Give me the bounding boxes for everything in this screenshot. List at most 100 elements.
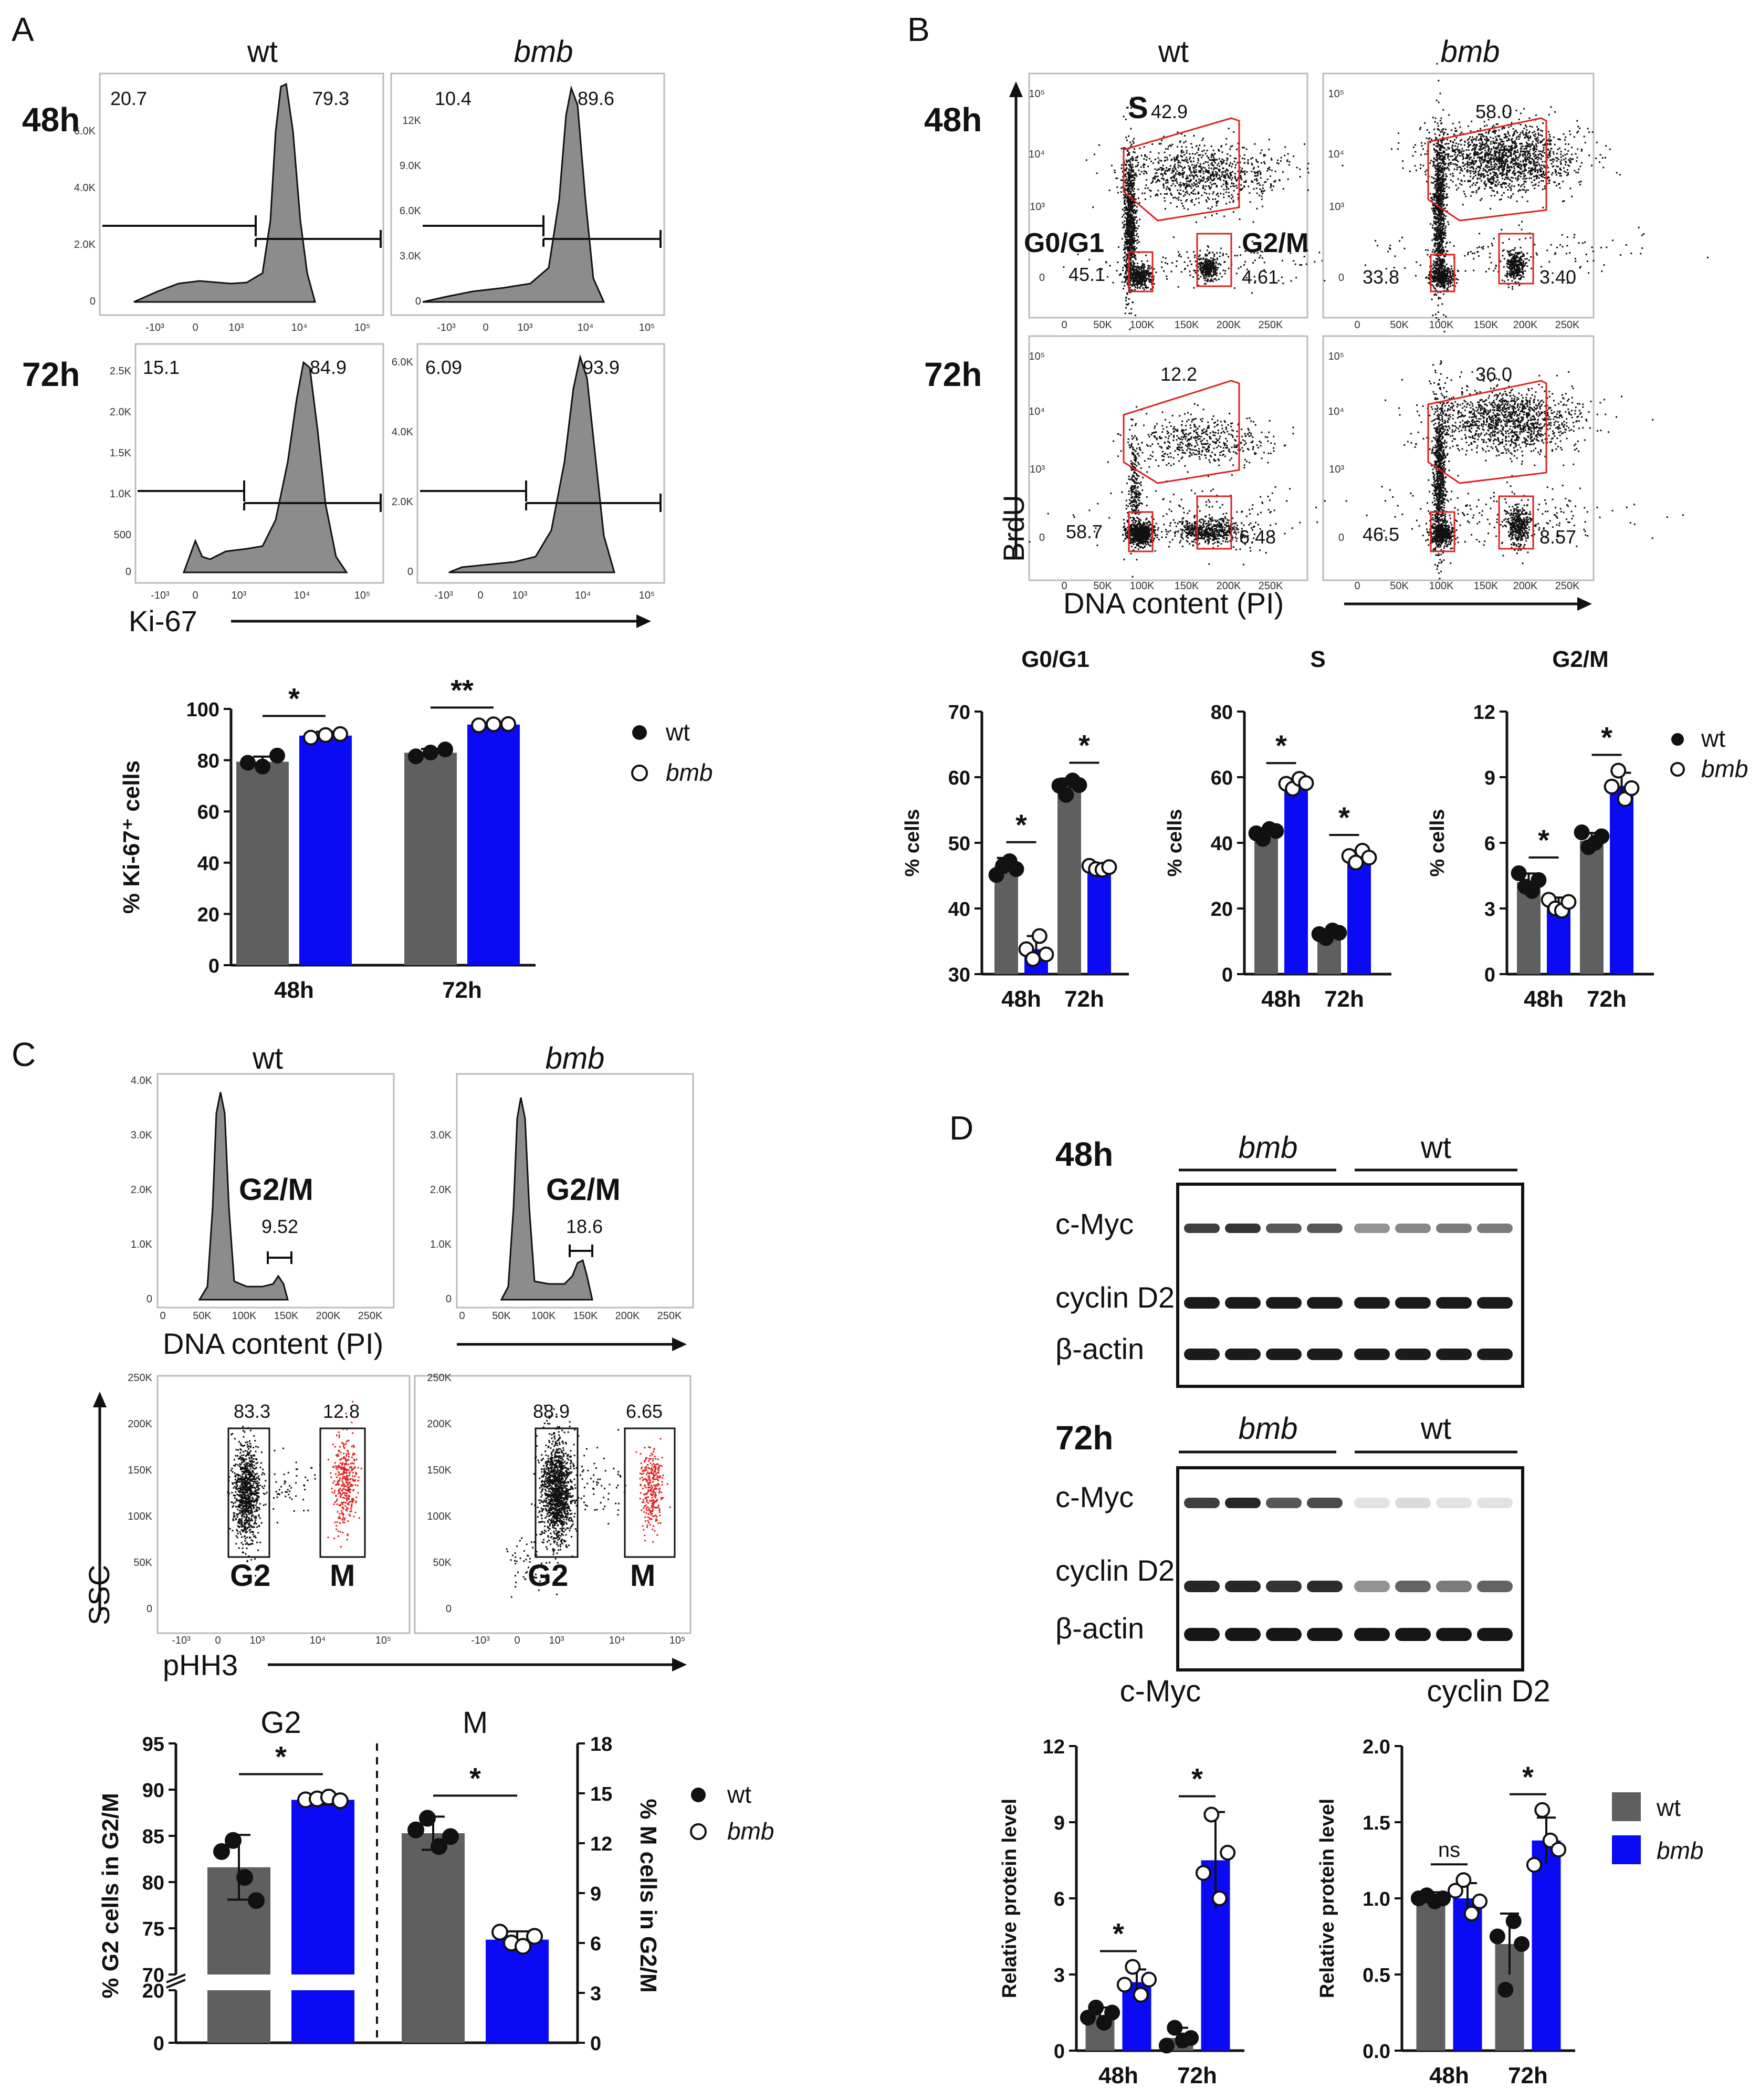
gate-label-g2m: G2/M (1242, 228, 1308, 258)
bands-actin (1184, 1349, 1513, 1360)
x-tick: 10³ (250, 1635, 265, 1646)
point-bmb (303, 729, 319, 746)
blot-band (1477, 1297, 1513, 1309)
blot-band (1436, 1628, 1472, 1641)
gate-s (1123, 380, 1240, 484)
x-tick: 250K (1259, 580, 1283, 592)
point-bmb (471, 717, 487, 734)
x-tick-label: 48h (1429, 2063, 1469, 2088)
point-bmb (1560, 894, 1577, 910)
legend-marker-bmb (690, 1823, 707, 1840)
x-tick: -10³ (151, 590, 170, 601)
x-tick: 0 (1354, 319, 1360, 331)
y-tick-label: 85 (142, 1826, 164, 1848)
point-bmb (1031, 928, 1047, 944)
y-tick-label: 1.0 (1363, 1888, 1390, 1910)
gate-g1 (1128, 511, 1154, 552)
scatter-wt-72h: 12.2 58.7 6.48 (1028, 335, 1418, 581)
bar-bmb (1453, 1898, 1482, 2051)
point-wt (407, 1821, 424, 1838)
cloud (327, 1401, 362, 1548)
x-tick: 10⁵ (354, 322, 371, 333)
y-tick: 3.0K (430, 1130, 452, 1141)
x-tick: 0 (192, 322, 198, 333)
y-tick-label: 0 (208, 955, 219, 977)
x-tick: 0 (192, 590, 198, 601)
x-tick-label: 48h (1001, 986, 1041, 1012)
x-tick: 100K (232, 1310, 257, 1322)
cloud (1122, 517, 1163, 552)
g1-value: 58.7 (1066, 521, 1103, 542)
histogram-bmb-48h: 10.4 89.6 0 3.0K 6.0K 9.0K 12K -10³ 0 10… (390, 72, 665, 333)
y-tick: 0 (1039, 272, 1045, 284)
y-tick: 10⁴ (1029, 149, 1045, 160)
cloud (1425, 262, 1459, 292)
y-tick-label: 30 (948, 964, 970, 986)
x-tick: -10³ (172, 1635, 191, 1646)
x-tick: 10⁴ (609, 1635, 625, 1646)
y-tick: 6.0K (392, 357, 414, 368)
gate-g2 (1498, 495, 1534, 550)
significance-label: * (1538, 823, 1549, 856)
y-tick-label: 3 (1484, 898, 1495, 921)
gate-s (1123, 117, 1240, 222)
x-tick: 10⁵ (639, 322, 655, 333)
point-bmb (1463, 1906, 1480, 1921)
x-tick: 50K (1093, 319, 1112, 331)
x-tick: 250K (1555, 580, 1580, 592)
brdu-axis-label: BrdU (997, 495, 1030, 562)
y-tick: 1.5K (110, 447, 132, 459)
point-bmb (1220, 1845, 1236, 1861)
point-wt (1071, 777, 1087, 793)
x-tick: 0 (215, 1635, 221, 1646)
blot-row-label: c-Myc (1055, 1207, 1134, 1240)
y-tick: 0 (90, 296, 96, 307)
histogram-bmb-72h: 6.09 93.9 0 2.0K 4.0K 6.0K -10³ 0 10³ 10… (392, 343, 665, 601)
y-tick: 2.5K (110, 365, 132, 377)
legend-label-wt: wt (665, 718, 690, 746)
point-wt (431, 1838, 447, 1855)
x-tick: 200K (316, 1310, 341, 1322)
y-tick: 10³ (1030, 464, 1045, 475)
x-tick: 0 (459, 1310, 465, 1322)
blot-band (1436, 1581, 1472, 1592)
hist-left-value: 10.4 (435, 88, 472, 109)
blot-band (1354, 1297, 1390, 1309)
y-tick: 1.0K (430, 1239, 452, 1250)
x-tick: 250K (1555, 319, 1580, 331)
y-tick-label: 3 (1054, 1965, 1065, 1987)
x-tick: 250K (657, 1310, 682, 1322)
blot-band (1307, 1224, 1343, 1233)
x-tick: 10⁴ (310, 1635, 326, 1646)
y-tick: 100K (128, 1511, 152, 1522)
cloud (1299, 221, 1709, 284)
legend-label-bmb: bmb (666, 759, 713, 786)
y-tick-label: 95 (142, 1733, 164, 1756)
header-wt-c: wt (252, 1041, 283, 1075)
y-tick: 200K (128, 1418, 152, 1430)
point-bmb (526, 1928, 543, 1945)
legend-marker-bmb (1612, 1835, 1641, 1864)
point-bmb (332, 726, 348, 742)
pi-axis-label: DNA content (PI) (1063, 587, 1284, 620)
legend-label-wt: wt (1701, 725, 1725, 752)
x-tick: 100K (1429, 580, 1454, 592)
x-tick-label: 72h (1324, 986, 1364, 1012)
ki67-axis-label: Ki-67 (129, 604, 197, 638)
blot-time-label: 72h (1055, 1419, 1113, 1457)
y-tick: 2.0K (110, 406, 132, 418)
panel-a: wt bmb 48h 72h 20.7 79.3 0 2.0K 4.0K 6.0… (22, 35, 713, 786)
y-axis-label: % cells (1427, 809, 1449, 877)
x-tick: 200K (1217, 580, 1241, 592)
g1-value: 33.8 (1363, 266, 1399, 288)
y-tick-label: 20 (142, 1980, 164, 2002)
chart-g0g1: 30 40 50 60 70 % cells G0/G1 48h * 72h * (902, 646, 1129, 1012)
y-tick: 2.0K (131, 1184, 153, 1196)
blot-row-label: cyclin D2 (1055, 1554, 1175, 1587)
g2-value: 8.57 (1539, 526, 1576, 548)
point-wt (213, 1843, 230, 1860)
g2m-label: G2/M (546, 1173, 621, 1207)
point-wt (240, 755, 256, 771)
y-tick: 6.0K (74, 126, 96, 137)
